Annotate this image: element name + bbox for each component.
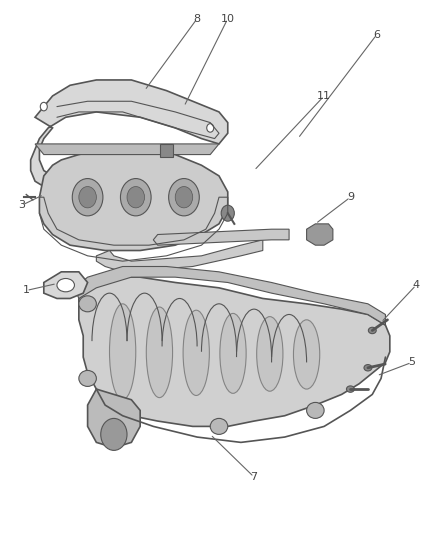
Polygon shape <box>31 80 228 187</box>
Ellipse shape <box>368 327 376 334</box>
Ellipse shape <box>169 179 199 216</box>
Ellipse shape <box>210 418 228 434</box>
Ellipse shape <box>293 320 320 389</box>
Ellipse shape <box>175 187 193 208</box>
Ellipse shape <box>364 365 372 371</box>
Text: 10: 10 <box>221 14 235 23</box>
Ellipse shape <box>220 313 246 393</box>
Text: 1: 1 <box>23 286 30 295</box>
Text: 7: 7 <box>251 472 258 482</box>
Ellipse shape <box>57 278 74 292</box>
Text: 9: 9 <box>347 192 354 202</box>
Circle shape <box>101 418 127 450</box>
Text: 3: 3 <box>18 200 25 210</box>
Ellipse shape <box>79 370 96 386</box>
Polygon shape <box>79 277 390 426</box>
Circle shape <box>207 124 214 132</box>
Ellipse shape <box>110 304 136 400</box>
Polygon shape <box>44 272 88 298</box>
Text: 4: 4 <box>413 280 420 290</box>
Text: 8: 8 <box>194 14 201 23</box>
Polygon shape <box>74 266 385 325</box>
Ellipse shape <box>346 386 354 392</box>
Circle shape <box>221 205 234 221</box>
Polygon shape <box>35 144 219 155</box>
Polygon shape <box>160 144 173 157</box>
Ellipse shape <box>79 187 96 208</box>
Polygon shape <box>96 240 263 272</box>
Ellipse shape <box>127 187 145 208</box>
Polygon shape <box>153 229 289 245</box>
Circle shape <box>40 102 47 111</box>
Polygon shape <box>88 389 140 448</box>
Ellipse shape <box>72 179 103 216</box>
Text: 11: 11 <box>317 91 331 101</box>
Ellipse shape <box>146 307 173 398</box>
Ellipse shape <box>307 402 324 418</box>
Polygon shape <box>307 224 333 245</box>
Text: 5: 5 <box>408 358 415 367</box>
Ellipse shape <box>79 296 96 312</box>
Ellipse shape <box>120 179 151 216</box>
Ellipse shape <box>183 310 209 395</box>
Text: 6: 6 <box>373 30 380 39</box>
Polygon shape <box>39 149 228 251</box>
Ellipse shape <box>257 317 283 391</box>
